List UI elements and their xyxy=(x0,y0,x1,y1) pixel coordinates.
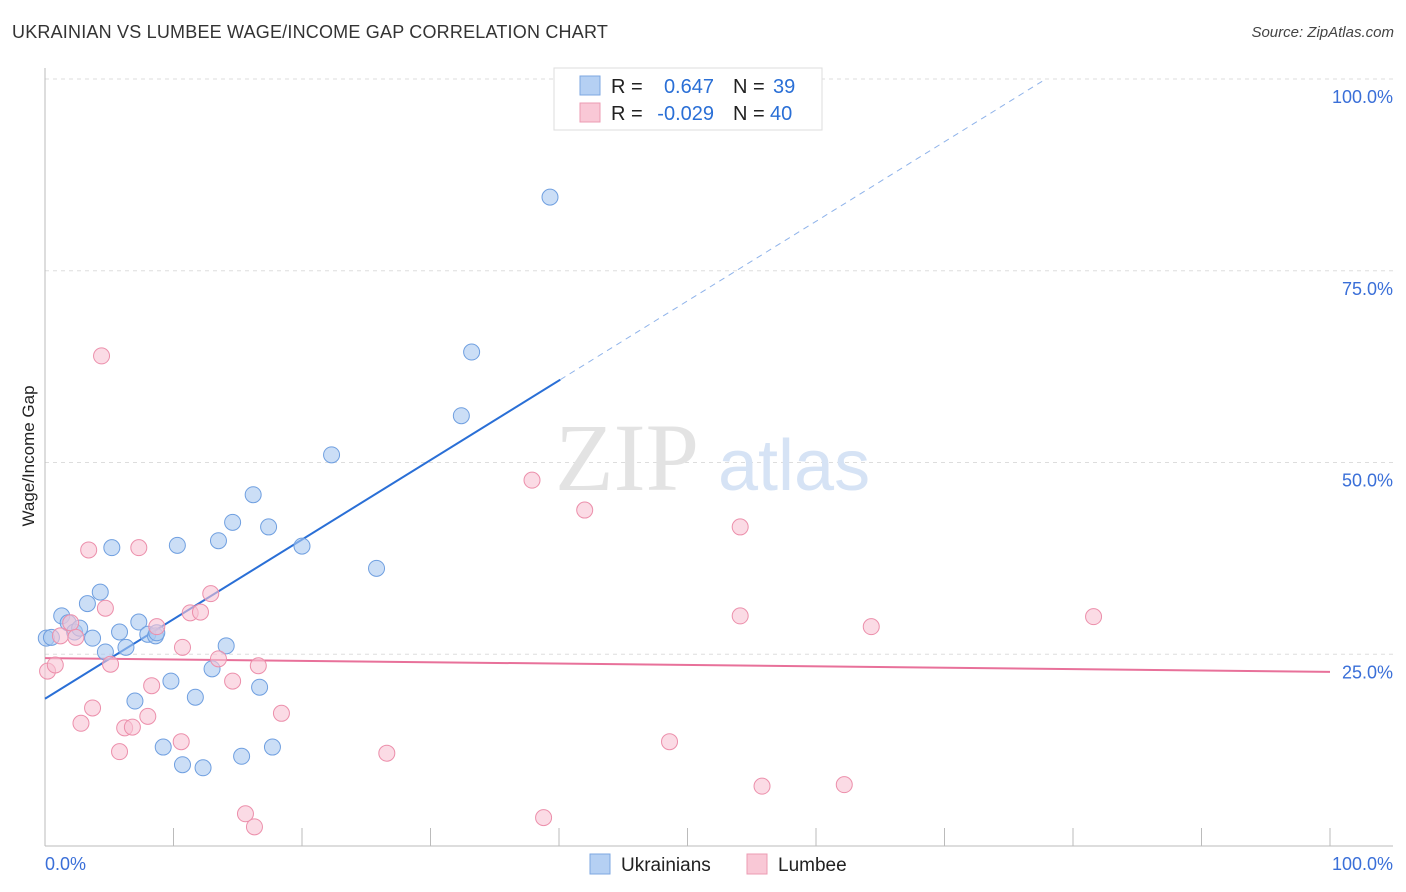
watermark: ZIP atlas xyxy=(555,404,870,511)
ukrainians-point xyxy=(244,486,262,504)
svg-text:ZIP: ZIP xyxy=(555,404,699,511)
lumbee-point xyxy=(143,677,161,695)
lumbee-point xyxy=(209,650,227,668)
lumbee-point xyxy=(224,672,242,690)
lumbee-point xyxy=(130,539,148,557)
chart-title: UKRAINIAN VS LUMBEE WAGE/INCOME GAP CORR… xyxy=(12,22,609,42)
x-tick-label: 100.0% xyxy=(1332,854,1393,874)
ukrainians-point xyxy=(91,583,109,601)
lumbee-point xyxy=(523,471,541,489)
lumbee-point xyxy=(139,707,157,725)
lumbee-point xyxy=(51,627,69,645)
lumbee-point xyxy=(731,518,749,536)
lumbee-point xyxy=(249,657,267,675)
lumbee-point xyxy=(835,776,853,794)
lumbee-point xyxy=(862,618,880,636)
legend-r-label: R = xyxy=(611,76,643,98)
chart-source: Source: ZipAtlas.com xyxy=(1251,24,1394,41)
lumbee-point xyxy=(72,714,90,732)
lumbee-point xyxy=(236,805,254,823)
legend-r-value: 0.647 xyxy=(664,76,714,98)
lumbee-point xyxy=(661,733,679,751)
ukrainians-point xyxy=(173,756,191,774)
lumbee-point xyxy=(245,818,263,836)
series-legend: Ukrainians Lumbee xyxy=(589,853,847,876)
ukrainians-point xyxy=(103,539,121,557)
svg-text:atlas: atlas xyxy=(718,426,870,506)
ukrainians-point xyxy=(224,513,242,531)
ukrainians-point xyxy=(186,688,204,706)
legend-n-value: 40 xyxy=(770,103,792,125)
legend-swatch-ukrainians xyxy=(579,75,601,96)
lumbee-point xyxy=(80,541,98,559)
y-tick-label: 75.0% xyxy=(1342,279,1393,299)
y-tick-label: 100.0% xyxy=(1332,87,1393,107)
lumbee-point xyxy=(93,347,111,365)
lumbee-point xyxy=(173,638,191,656)
lumbee-point xyxy=(62,614,80,632)
lumbee-point xyxy=(202,585,220,603)
legend-label-lumbee: Lumbee xyxy=(778,855,847,876)
legend-n-value: 39 xyxy=(773,76,795,98)
x-tick-label: 0.0% xyxy=(45,854,86,874)
ukrainians-point xyxy=(217,637,235,655)
ukrainians-point xyxy=(452,407,470,425)
ukrainians-point xyxy=(162,672,180,690)
legend-n-label: N = xyxy=(733,103,765,125)
lumbee-point xyxy=(272,704,290,722)
ukrainians-point xyxy=(541,188,559,206)
lumbee-point xyxy=(378,744,396,762)
lumbee-point xyxy=(576,501,594,519)
ukrainians-point xyxy=(84,629,102,647)
lumbee-point xyxy=(1085,608,1103,626)
legend-swatch-ukrainians xyxy=(589,853,611,875)
y-axis-label: Wage/Income Gap xyxy=(19,385,38,526)
ukrainians-point xyxy=(78,595,96,613)
ukrainians-point xyxy=(130,613,148,631)
legend-swatch-lumbee xyxy=(746,853,768,875)
ukrainians-point xyxy=(323,446,341,464)
ukrainians-point xyxy=(260,518,278,536)
lumbee-point xyxy=(102,655,120,673)
ukrainians-point xyxy=(463,343,481,361)
lumbee-point xyxy=(753,777,771,795)
lumbee-point xyxy=(191,603,209,621)
ukrainians-point xyxy=(251,678,269,696)
lumbee-point xyxy=(84,699,102,717)
ukrainians-point xyxy=(209,532,227,550)
legend-r-value: -0.029 xyxy=(657,103,714,125)
legend-r-label: R = xyxy=(611,103,643,125)
legend-label-ukrainians: Ukrainians xyxy=(621,855,711,876)
ukrainians-point xyxy=(194,759,212,777)
ukrainians-point xyxy=(117,638,135,656)
ukrainians-point xyxy=(126,692,144,710)
ukrainians-point xyxy=(111,623,129,641)
ukrainians-point xyxy=(168,536,186,554)
lumbee-trend-line xyxy=(44,657,1331,673)
legend-n-label: N = xyxy=(733,76,765,98)
y-tick-label: 25.0% xyxy=(1342,662,1393,682)
ukrainians-point xyxy=(368,559,386,577)
y-tick-label: 50.0% xyxy=(1342,471,1393,491)
lumbee-point xyxy=(172,733,190,751)
ukrainians-point xyxy=(293,537,311,555)
lumbee-point xyxy=(111,743,129,761)
lumbee-point xyxy=(731,607,749,625)
ukrainians-point xyxy=(154,738,172,756)
ukrainians-point xyxy=(263,738,281,756)
lumbee-point xyxy=(148,618,166,636)
ukrainians-point xyxy=(233,747,251,765)
lumbee-point xyxy=(67,628,85,646)
lumbee-point xyxy=(123,718,141,736)
lumbee-point xyxy=(535,809,553,827)
lumbee-point xyxy=(46,656,64,674)
legend-swatch-lumbee xyxy=(579,102,601,123)
lumbee-point xyxy=(96,599,114,617)
legend-stats: R = 0.647 N = 39 R = -0.029 N = 40 xyxy=(553,67,823,131)
